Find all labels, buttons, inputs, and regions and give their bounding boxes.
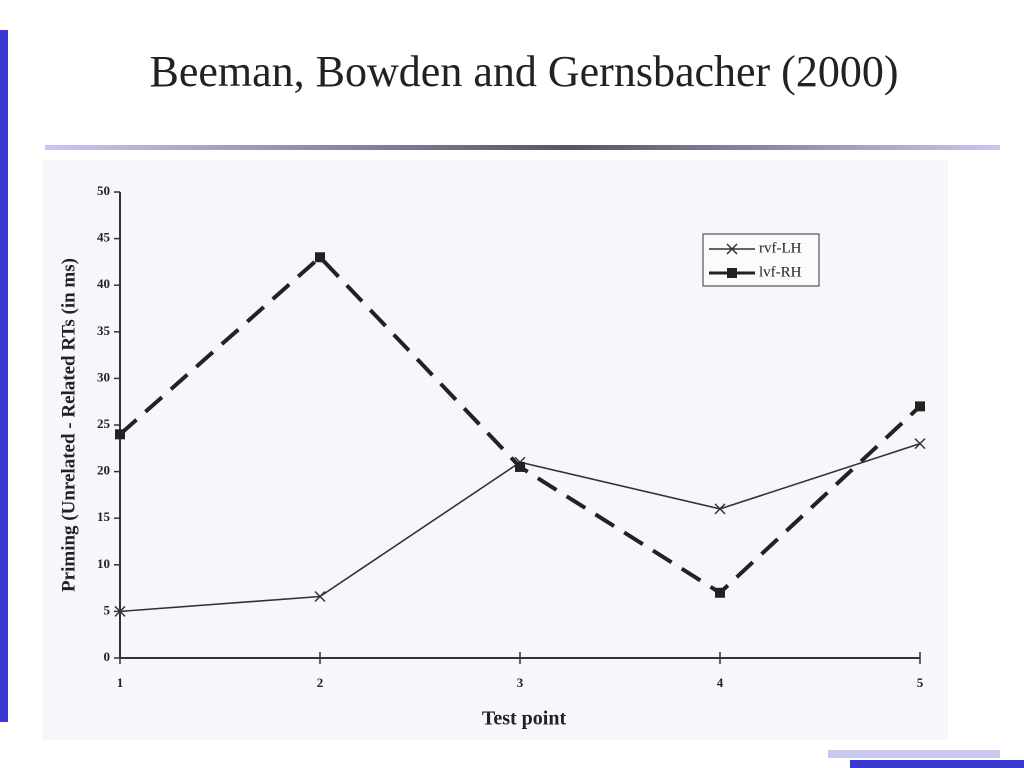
y-tick-label: 15 — [97, 509, 111, 524]
legend-box — [702, 233, 820, 287]
x-tick-label: 5 — [917, 675, 924, 690]
legend-marker — [727, 268, 737, 278]
y-axis-label: Priming (Unrelated - Related RTs (in ms) — [58, 258, 79, 592]
data-point — [315, 252, 325, 263]
y-tick-label: 20 — [97, 463, 110, 478]
y-tick-label: 0 — [104, 649, 111, 664]
y-tick-label: 35 — [97, 323, 111, 338]
data-point — [915, 401, 925, 412]
y-tick-label: 50 — [97, 183, 110, 198]
y-tick-label: 10 — [97, 556, 110, 571]
x-tick-label: 2 — [317, 675, 324, 690]
title-rule — [45, 145, 1000, 150]
y-tick-label: 45 — [97, 230, 111, 245]
x-axis-label: Test point — [482, 708, 567, 730]
x-tick-label: 4 — [717, 675, 724, 690]
data-point — [515, 461, 525, 472]
y-tick-label: 30 — [97, 369, 110, 384]
data-point — [114, 605, 126, 617]
corner-bar — [850, 760, 1024, 768]
slide-title: Beeman, Bowden and Gernsbacher (2000) — [150, 47, 899, 96]
side-bar — [0, 30, 8, 722]
y-tick-label: 40 — [97, 276, 110, 291]
data-point — [914, 438, 926, 450]
data-point — [115, 429, 125, 440]
corner-bar — [828, 750, 1000, 758]
legend-label: lvf-RH — [759, 264, 802, 280]
x-tick-label: 3 — [517, 675, 524, 690]
legend-label: rvf-LH — [759, 240, 802, 256]
legend-marker — [726, 243, 738, 255]
data-point — [314, 590, 326, 603]
data-point — [715, 587, 725, 598]
y-tick-label: 5 — [104, 602, 111, 617]
data-point — [714, 503, 726, 515]
x-tick-label: 1 — [117, 675, 124, 690]
y-tick-label: 25 — [97, 416, 111, 431]
